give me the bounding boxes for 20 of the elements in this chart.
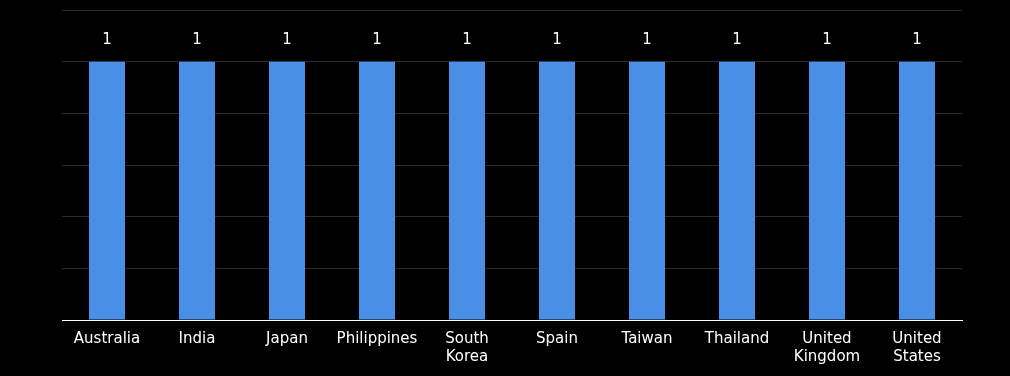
data-label: 1: [192, 30, 202, 49]
data-label: 1: [912, 30, 922, 49]
x-tick-label: Thailand: [703, 328, 770, 347]
x-tick-label: India: [178, 328, 216, 347]
x-tick-label: Japan: [265, 328, 308, 347]
data-label: 1: [462, 30, 472, 49]
data-label: 1: [102, 30, 112, 49]
x-tick-label: United States: [892, 328, 942, 365]
data-label: 1: [372, 30, 382, 49]
data-label: 1: [822, 30, 832, 49]
x-tick-label: Australia: [73, 328, 141, 347]
data-label: 1: [732, 30, 742, 49]
x-tick-label: Philippines: [336, 328, 418, 347]
data-label: 1: [282, 30, 292, 49]
x-tick-label: Spain: [536, 328, 578, 347]
x-tick-label: United Kingdom: [793, 328, 861, 365]
data-label: 1: [552, 30, 562, 49]
data-label: 1: [642, 30, 652, 49]
x-tick-label: South Korea: [445, 328, 489, 365]
x-tick-label: Taiwan: [620, 328, 673, 347]
